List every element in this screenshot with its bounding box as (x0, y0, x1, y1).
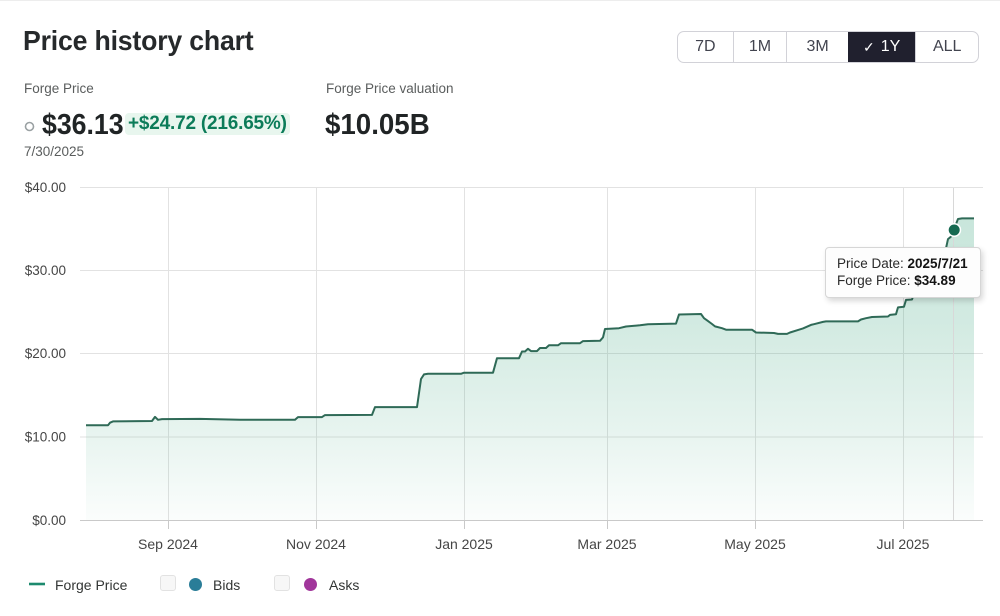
svg-text:$0.00: $0.00 (32, 513, 66, 528)
svg-text:$20.00: $20.00 (25, 346, 66, 361)
svg-text:$30.00: $30.00 (25, 263, 66, 278)
svg-text:Mar 2025: Mar 2025 (577, 536, 636, 552)
svg-text:Sep 2024: Sep 2024 (138, 536, 198, 552)
svg-text:Nov 2024: Nov 2024 (286, 536, 346, 552)
svg-text:Jan 2025: Jan 2025 (435, 536, 493, 552)
svg-text:May 2025: May 2025 (724, 536, 786, 552)
svg-text:Jul 2025: Jul 2025 (877, 536, 930, 552)
svg-text:$40.00: $40.00 (25, 180, 66, 195)
svg-text:$10.00: $10.00 (25, 430, 66, 445)
